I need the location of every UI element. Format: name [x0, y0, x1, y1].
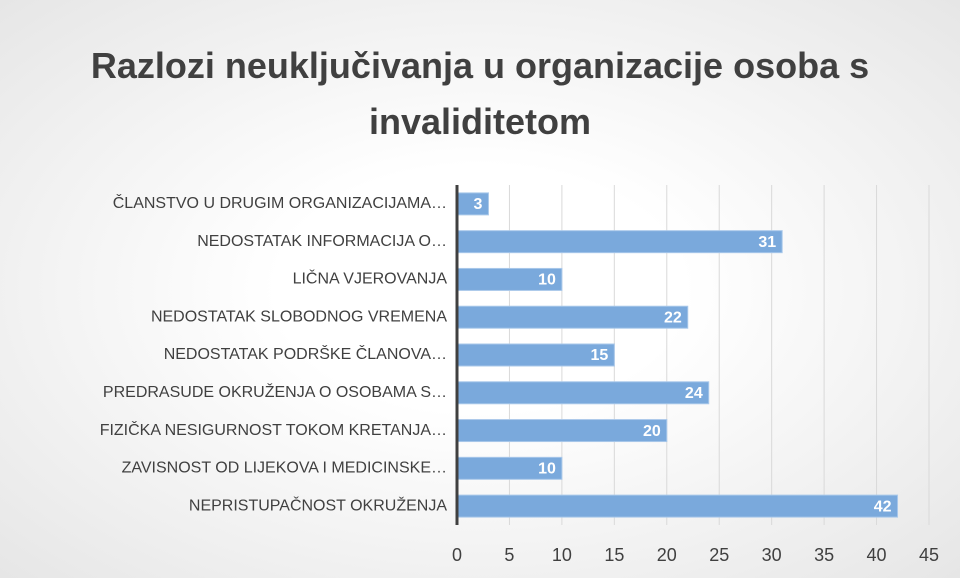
bar [456, 305, 689, 329]
x-tick-label: 35 [814, 545, 834, 565]
x-tick-label: 20 [657, 545, 677, 565]
data-label: 10 [538, 461, 556, 478]
data-label: 20 [643, 423, 661, 440]
y-tick-label: NEDOSTATAK SLOBODNOG VREMENA [151, 308, 447, 325]
data-label: 22 [664, 309, 682, 326]
data-label: 10 [538, 272, 556, 289]
bar [456, 419, 668, 443]
y-tick-label: NEDOSTATAK INFORMACIJA O… [197, 233, 447, 250]
data-label: 31 [758, 234, 776, 251]
data-label: 24 [685, 385, 703, 402]
y-tick-label: ČLANSTVO U DRUGIM ORGANIZACIJAMA… [113, 193, 447, 212]
x-tick-label: 5 [504, 545, 514, 565]
x-tick-label: 10 [552, 545, 572, 565]
data-label: 42 [874, 498, 892, 515]
x-tick-label: 25 [709, 545, 729, 565]
chart-title: Razlozi neuključivanja u organizacije os… [90, 45, 870, 142]
x-tick-label: 40 [867, 545, 887, 565]
y-tick-label: LIČNA VJEROVANJA [293, 269, 448, 288]
data-label: 3 [474, 196, 483, 213]
x-tick-label: 15 [604, 545, 624, 565]
x-tick-label: 45 [919, 545, 939, 565]
x-tick-label: 0 [452, 545, 462, 565]
bar [456, 381, 710, 405]
y-tick-label: ZAVISNOST OD LIJEKOVA I MEDICINSKE… [122, 460, 447, 477]
y-tick-label: NEDOSTATAK PODRŠKE ČLANOVA… [164, 344, 447, 363]
y-tick-label: NEPRISTUPAČNOST OKRUŽENJA [189, 495, 447, 514]
bar [456, 230, 783, 254]
bar [456, 494, 899, 518]
y-tick-label: FIZIČKA NESIGURNOST TOKOM KRETANJA… [100, 420, 447, 439]
data-label: 15 [591, 347, 609, 364]
y-tick-label: PREDRASUDE OKRUŽENJA O OSOBAMA S… [103, 382, 447, 401]
x-tick-label: 30 [762, 545, 782, 565]
